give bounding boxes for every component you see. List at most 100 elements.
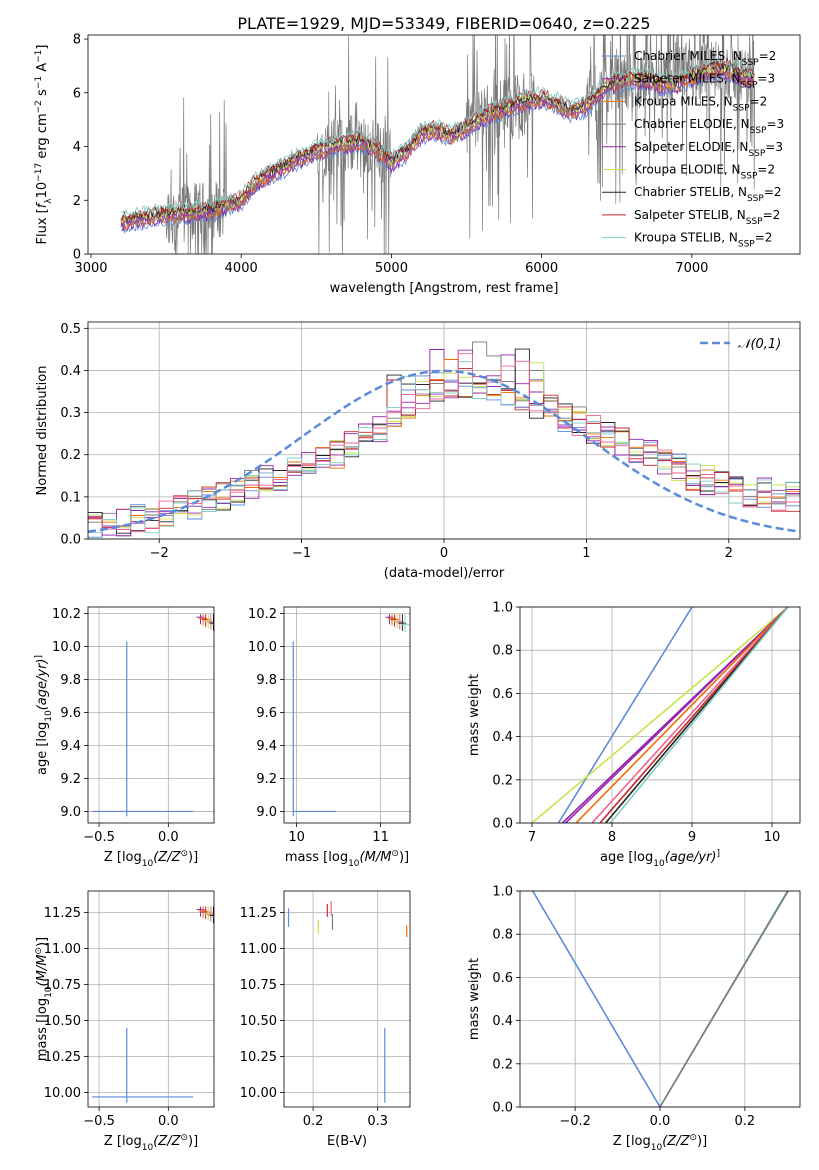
label-part: (M/M — [360, 850, 392, 865]
y-axis-label: mass weight — [467, 674, 482, 756]
x-tick-label: 0.2 — [735, 1114, 756, 1129]
x-tick-label: 0 — [440, 546, 448, 561]
label-part: SSP — [748, 149, 765, 159]
label-part: SSP — [738, 240, 755, 250]
label-part: =2 — [757, 163, 775, 177]
y-tick-label: 0.6 — [492, 687, 513, 702]
label-part: Kroupa MILES, N — [634, 94, 733, 108]
y-tick-label: 11.00 — [44, 942, 81, 957]
label-part: Chabrier MILES, N — [634, 49, 742, 63]
x-tick-label: 11 — [372, 830, 389, 845]
x-tick-label: 8 — [608, 830, 616, 845]
label-part: =2 — [763, 208, 781, 222]
label-part: −2 — [34, 100, 44, 113]
axes-frame — [87, 321, 801, 540]
x-tick-label: 2 — [725, 546, 733, 561]
model-line-kroupa_stelib — [120, 56, 755, 218]
label-part: Flux [ — [35, 208, 50, 244]
label-part: −1 — [34, 50, 44, 63]
y-tick-label: 10.25 — [44, 1050, 81, 1065]
label-part: Salpeter MILES, N — [634, 72, 741, 86]
label-part: −17 — [34, 163, 44, 182]
x-axis-label: Z [log10(Z/Z⊙)] — [613, 1133, 707, 1153]
label-part: (Z/Z — [153, 850, 181, 865]
legend-label: Chabrier STELIB, NSSP=2 — [634, 185, 782, 204]
y-tick-label: 9.8 — [60, 673, 81, 688]
label-part: ⊙ — [34, 947, 44, 955]
y-tick-label: 9.0 — [60, 805, 81, 820]
label-part: f — [35, 201, 50, 208]
label-part: ] — [35, 45, 50, 50]
chart-z_vs_age: −0.5 0.09.09.29.49.69.810.010.2Z [log10(Z… — [34, 606, 215, 869]
label-part: 10 — [44, 986, 54, 998]
y-tick-label: 0.3 — [60, 406, 81, 421]
y-tick-label: 10.75 — [44, 978, 81, 993]
y-axis-label: mass weight — [467, 958, 482, 1040]
x-axis-label: (data-model)/error — [384, 566, 505, 581]
label-part: erg cm — [35, 113, 50, 162]
label-part: age [ — [600, 850, 633, 865]
label-part: Chabrier STELIB, N — [634, 185, 747, 199]
axes-frame — [283, 606, 411, 824]
y-axis-label: mass [log10(M/M⊙)] — [34, 937, 54, 1061]
y-tick-label: 0.2 — [492, 1057, 513, 1072]
label-part: log — [328, 850, 348, 865]
plot-area — [92, 906, 214, 1103]
y-tick-label: 0.4 — [492, 1014, 513, 1029]
y-tick-label: 9.0 — [256, 805, 277, 820]
label-part: 10 — [142, 1143, 154, 1153]
label-part: SSP — [747, 194, 764, 204]
x-tick-label: 10 — [288, 830, 305, 845]
axes-frame — [87, 606, 215, 824]
cumulative-line-kroupa_elodie — [531, 607, 789, 823]
y-tick-label: 0.4 — [60, 364, 81, 379]
x-tick-label: −2 — [150, 546, 169, 561]
label-part: SSP — [750, 126, 767, 136]
x-axis-label: age [log10(age/yr)] — [600, 849, 720, 869]
label-part: =2 — [764, 185, 782, 199]
y-axis-label: Flux [fλ10−17 erg cm−2 s−1 A−1] — [34, 45, 54, 245]
x-tick-label: 7 — [528, 830, 536, 845]
cumulative-line-chabrier_elodie — [659, 891, 789, 1107]
label-part: SSP — [741, 81, 758, 91]
x-axis-label: Z [log10(Z/Z⊙)] — [104, 1133, 198, 1153]
axes-frame — [519, 890, 801, 1108]
x-tick-label: 4000 — [225, 261, 258, 276]
x-tick-label: 5000 — [375, 261, 408, 276]
y-tick-label: 2 — [73, 194, 81, 209]
label-part: 10 — [651, 1143, 663, 1153]
label-part: Salpeter STELIB, N — [634, 208, 746, 222]
x-tick-label: 0.2 — [303, 1114, 324, 1129]
y-tick-label: 10.00 — [44, 1086, 81, 1101]
label-part: )] — [188, 1134, 198, 1149]
label-part: −1 — [34, 76, 44, 89]
y-tick-label: 0 — [73, 248, 81, 263]
label-part: )] — [188, 850, 198, 865]
label-part: Chabrier ELODIE, N — [634, 117, 750, 131]
x-tick-label: 0.0 — [158, 1114, 179, 1129]
label-part: ] — [34, 655, 44, 659]
axes-frame — [87, 34, 801, 255]
y-tick-label: 1.0 — [492, 885, 513, 900]
y-tick-label: 1.0 — [492, 601, 513, 616]
label-part: SSP — [742, 58, 759, 68]
plot-area — [287, 901, 408, 1103]
label-part: log — [35, 998, 50, 1018]
label-part: ⊙ — [180, 1133, 188, 1143]
x-axis-label: mass [log10(M/M⊙)] — [285, 849, 409, 869]
plot-area — [531, 607, 789, 823]
y-tick-label: 0.6 — [492, 971, 513, 986]
label-part: log — [122, 850, 142, 865]
y-tick-label: 11.25 — [44, 906, 81, 921]
y-tick-label: 10.25 — [240, 1050, 277, 1065]
label-part: SSP — [746, 217, 763, 227]
model-line-chabrier_elodie — [120, 67, 755, 228]
label-part: =3 — [765, 140, 783, 154]
y-tick-label: 0.2 — [492, 773, 513, 788]
legend-label: Salpeter ELODIE, NSSP=3 — [634, 140, 783, 159]
histogram-step-kroupa_miles — [88, 359, 800, 526]
y-tick-label: 9.4 — [60, 739, 81, 754]
y-tick-label: 10.2 — [248, 607, 277, 622]
